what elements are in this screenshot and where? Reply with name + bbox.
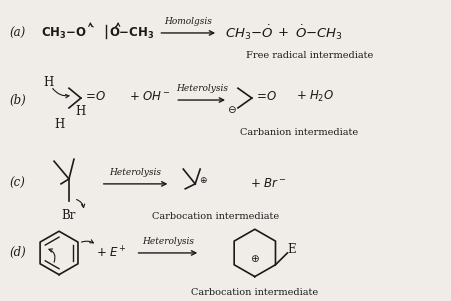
- Text: Homolgsis: Homolgsis: [164, 17, 212, 26]
- Text: Free radical intermediate: Free radical intermediate: [245, 51, 372, 60]
- Text: H: H: [54, 118, 64, 131]
- Text: (d): (d): [9, 247, 26, 259]
- Text: Carbanion intermediate: Carbanion intermediate: [240, 128, 358, 137]
- Text: $+\;H_2O$: $+\;H_2O$: [295, 88, 333, 104]
- Text: H: H: [43, 76, 53, 89]
- Text: $\oplus$: $\oplus$: [199, 175, 207, 185]
- Text: $+\;E^+$: $+\;E^+$: [96, 245, 126, 261]
- Text: $=\!O$: $=\!O$: [83, 90, 106, 103]
- Text: Br: Br: [62, 209, 76, 222]
- Text: $\oplus$: $\oplus$: [249, 253, 259, 264]
- Text: (c): (c): [9, 177, 25, 191]
- Text: Carbocation intermediate: Carbocation intermediate: [191, 288, 318, 297]
- Text: $\ominus$: $\ominus$: [226, 104, 236, 115]
- Text: (a): (a): [9, 26, 26, 39]
- Text: Carbocation intermediate: Carbocation intermediate: [151, 212, 278, 221]
- Text: Heterolysis: Heterolysis: [175, 84, 227, 93]
- Text: $+\;OH^-$: $+\;OH^-$: [129, 90, 170, 103]
- Text: (b): (b): [9, 94, 26, 107]
- Text: $+\;Br^-$: $+\;Br^-$: [249, 177, 285, 191]
- Text: E: E: [286, 244, 295, 256]
- Text: $\mathbf{O{-}CH_3}$: $\mathbf{O{-}CH_3}$: [109, 25, 154, 41]
- Text: $=\!O$: $=\!O$: [253, 90, 276, 103]
- Text: Heterolysis: Heterolysis: [142, 237, 193, 246]
- Text: $CH_3{-}\dot{O}$: $CH_3{-}\dot{O}$: [225, 23, 273, 42]
- Text: $+$: $+$: [276, 26, 288, 39]
- Text: Heterolysis: Heterolysis: [109, 168, 161, 177]
- Text: $\dot{O}{-}CH_3$: $\dot{O}{-}CH_3$: [294, 23, 342, 42]
- Text: H: H: [76, 105, 86, 118]
- Text: $\mathbf{CH_3{-}O}$: $\mathbf{CH_3{-}O}$: [41, 25, 87, 41]
